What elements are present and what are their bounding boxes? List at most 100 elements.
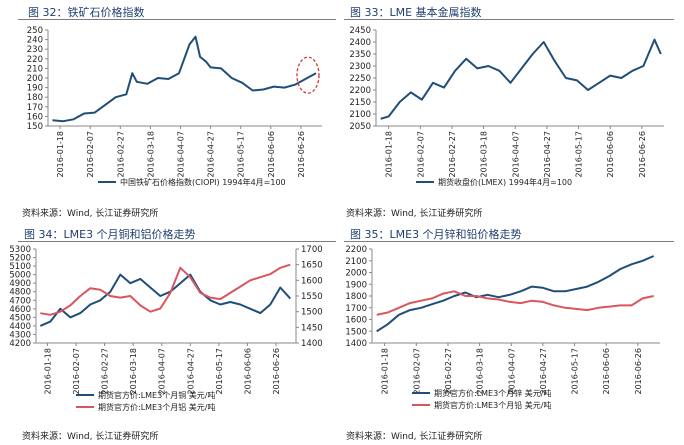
y-tick-label: 2100	[349, 110, 371, 120]
x-tick-label: 2016-06-06	[606, 131, 615, 178]
y-right-tick-label: 1500	[301, 308, 323, 318]
x-tick-label: 2016-06-06	[602, 348, 611, 395]
y-tick-label: 1700	[345, 304, 367, 314]
legend-label-2: 期货官方价:LME3个月铝 美元/吨	[98, 402, 215, 412]
figure-34-title-rule	[18, 241, 336, 242]
y-tick-label: 5000	[9, 271, 31, 281]
y-tick-label: 2200	[349, 86, 371, 96]
series-line-1	[380, 38, 662, 120]
x-tick-label: 2016-04-27	[539, 348, 548, 395]
y-tick-label: 4200	[9, 339, 31, 349]
x-tick-label: 2016-06-26	[634, 348, 643, 395]
y-right-tick-label: 1700	[301, 245, 323, 255]
figure-32-title: 图 32：铁矿石价格指数	[28, 6, 145, 19]
legend-label-1: 中国铁矿石价格指数(CIOPI) 1994年4月=100	[120, 177, 286, 187]
y-right-tick-label: 1400	[301, 339, 323, 349]
x-tick-label: 2016-06-26	[638, 131, 647, 178]
x-tick-label: 2016-02-27	[116, 131, 125, 178]
x-tick-label: 2016-04-27	[207, 131, 216, 178]
figure-35-chart: 1400150016001700180019002000210022002016…	[345, 245, 660, 410]
legend-label-1: 期货官方价:LME3个月铜 美元/吨	[98, 390, 215, 400]
y-tick-label: 2250	[349, 74, 371, 84]
y-tick-label: 4500	[9, 313, 31, 323]
figure-35-source: 资料来源：Wind, 长江证券研究所	[346, 432, 483, 442]
x-tick-label: 2016-04-07	[511, 131, 520, 178]
figure-34-panel: 图 34：LME3 个月铜和铝价格走势 4200 4300 4400 4500 4600…	[0, 225, 340, 445]
highlight-ellipse	[296, 56, 320, 94]
y-right-tick-label: 1450	[301, 323, 323, 333]
legend-label-1: 期货官方价:LME3个月锌 美元/吨	[434, 388, 551, 398]
x-tick-label: 2016-06-26	[297, 131, 306, 178]
y-tick-label: 2100	[345, 257, 367, 267]
y-tick-label: 1900	[345, 280, 367, 290]
figure-32-title-rule	[18, 19, 336, 20]
figure-35-title: 图 35：LME3 个月锌和铅价格走势	[350, 228, 522, 241]
x-tick-label: 2016-02-07	[416, 131, 425, 178]
y-tick-label: 4600	[9, 305, 31, 315]
y-tick-label: 250	[27, 26, 43, 36]
y-tick-label: 2200	[345, 245, 367, 255]
y-tick-label: 2400	[349, 38, 371, 48]
series-line-2	[376, 290, 654, 316]
y-tick-label: 150	[27, 122, 43, 132]
y-right-tick-label: 1600	[301, 276, 323, 286]
x-tick-label: 2016-01-18	[381, 348, 390, 395]
y-tick-label: 220	[27, 55, 43, 65]
x-tick-label: 2016-03-18	[146, 131, 155, 178]
x-tick-label: 2016-03-18	[476, 348, 485, 395]
y-right-tick-label: 1550	[301, 292, 323, 302]
figure-35-panel: 图 35：LME3 个月锌和铅价格走势 1400 1500 1600 1700 1800…	[342, 225, 684, 445]
x-tick-label: 2016-05-17	[575, 131, 584, 178]
y-tick-label: 190	[27, 84, 43, 94]
x-tick-label: 2016-04-27	[186, 348, 195, 395]
y-tick-label: 160	[27, 112, 43, 122]
y-tick-label: 2150	[349, 98, 371, 108]
y-tick-label: 2000	[345, 269, 367, 279]
x-tick-label: 2016-02-07	[72, 348, 81, 395]
y-tick-label: 1400	[345, 339, 367, 349]
x-tick-label: 2016-06-06	[243, 348, 252, 395]
series-line-2	[40, 263, 291, 316]
x-tick-label: 2016-02-27	[444, 348, 453, 395]
y-tick-label: 170	[27, 103, 43, 113]
x-tick-label: 2016-03-18	[480, 131, 489, 178]
y-tick-label: 230	[27, 45, 43, 55]
figure-33-title: 图 33：LME 基本金属指数	[350, 6, 482, 19]
x-tick-label: 2016-06-26	[272, 348, 281, 395]
figure-33-title-rule	[344, 19, 674, 20]
y-tick-label: 1600	[345, 316, 367, 326]
x-tick-label: 2016-02-27	[101, 348, 110, 395]
legend-label-2: 期货官方价:LME3个月铅 美元/吨	[434, 400, 551, 410]
x-tick-label: 2016-04-07	[507, 348, 516, 395]
y-tick-label: 1800	[345, 292, 367, 302]
x-tick-label: 2016-01-18	[56, 131, 65, 178]
x-tick-label: 2016-02-07	[86, 131, 95, 178]
series-line-1	[39, 273, 292, 327]
figure-33-chart: 2050 2100 2150 2200 2250 2300 2350 2400 2450 2016…	[349, 26, 664, 187]
x-tick-label: 2016-03-18	[129, 348, 138, 395]
x-tick-label: 2016-02-07	[412, 348, 421, 395]
x-tick-label: 2016-05-17	[215, 348, 224, 395]
figure-35-title-rule	[344, 241, 674, 242]
y-tick-label: 2450	[349, 26, 371, 36]
series-line-1	[52, 35, 317, 123]
y-tick-label: 2300	[349, 62, 371, 72]
x-tick-label: 2016-01-18	[385, 131, 394, 178]
y-tick-label: 180	[27, 93, 43, 103]
y-tick-label: 4700	[9, 296, 31, 306]
x-tick-label: 2016-04-07	[176, 131, 185, 178]
y-tick-label: 4800	[9, 288, 31, 298]
y-tick-label: 1500	[345, 327, 367, 337]
x-tick-label: 2016-04-07	[158, 348, 167, 395]
figure-33-source: 资料来源：Wind, 长江证券研究所	[346, 209, 483, 219]
figure-32-source: 资料来源：Wind, 长江证券研究所	[22, 209, 159, 219]
figure-34-source: 资料来源：Wind, 长江证券研究所	[22, 432, 159, 442]
y-tick-label: 5200	[9, 254, 31, 264]
y-tick-label: 4400	[9, 322, 31, 332]
figure-32-panel: 图 32：铁矿石价格指数 150 160 170 180 190 200 210 220 230…	[0, 0, 340, 225]
figure-33-panel: 图 33：LME 基本金属指数 2050 2100 2150 2200 2250 2300…	[342, 0, 684, 225]
x-tick-label: 2016-05-17	[571, 348, 580, 395]
x-tick-label: 2016-06-06	[267, 131, 276, 178]
series-line-1	[376, 255, 655, 333]
